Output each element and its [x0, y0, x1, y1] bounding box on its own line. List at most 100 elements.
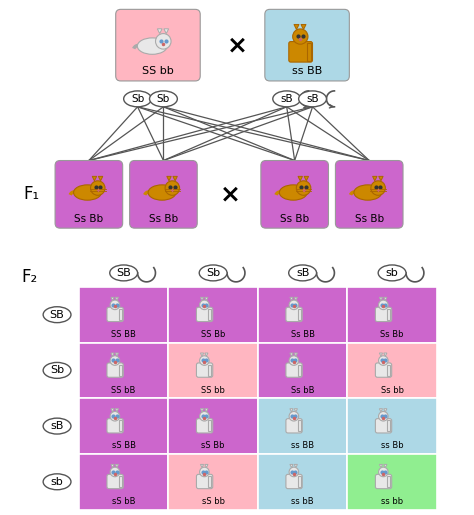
Bar	[79, 287, 168, 342]
Polygon shape	[384, 297, 387, 300]
Ellipse shape	[137, 38, 167, 54]
Ellipse shape	[43, 474, 71, 490]
Text: ×: ×	[219, 182, 240, 207]
Text: Sb: Sb	[131, 94, 144, 104]
Polygon shape	[379, 465, 383, 468]
Ellipse shape	[199, 265, 227, 281]
Bar	[387, 309, 390, 320]
FancyBboxPatch shape	[196, 363, 213, 377]
Text: SB: SB	[50, 310, 64, 320]
Polygon shape	[294, 409, 298, 412]
Polygon shape	[379, 297, 383, 300]
Text: sS bb: sS bb	[201, 497, 225, 506]
FancyBboxPatch shape	[196, 307, 213, 321]
Circle shape	[379, 300, 388, 310]
Bar	[298, 476, 301, 487]
Ellipse shape	[273, 91, 301, 107]
Bar	[119, 365, 122, 375]
Polygon shape	[115, 297, 118, 300]
Text: Sb: Sb	[50, 365, 64, 375]
Circle shape	[289, 411, 299, 421]
Circle shape	[110, 300, 120, 310]
Text: ss Bb: ss Bb	[381, 441, 403, 451]
Circle shape	[110, 467, 120, 477]
Text: ss bB: ss bB	[292, 497, 314, 506]
Text: Ss bB: Ss bB	[291, 386, 314, 395]
Polygon shape	[205, 297, 208, 300]
Bar	[209, 365, 211, 375]
Bar	[298, 420, 301, 432]
Text: Ss Bb: Ss Bb	[280, 214, 309, 224]
Circle shape	[110, 411, 120, 421]
Polygon shape	[294, 465, 298, 468]
Ellipse shape	[124, 91, 152, 107]
FancyBboxPatch shape	[375, 419, 392, 433]
Circle shape	[292, 29, 308, 44]
Polygon shape	[384, 409, 387, 412]
Polygon shape	[111, 409, 114, 412]
Polygon shape	[111, 297, 114, 300]
Ellipse shape	[289, 265, 317, 281]
Circle shape	[379, 411, 388, 421]
Ellipse shape	[299, 91, 327, 107]
FancyBboxPatch shape	[107, 474, 123, 489]
Text: SS bb: SS bb	[142, 66, 174, 76]
Ellipse shape	[148, 185, 176, 200]
Text: Ss BB: Ss BB	[291, 330, 315, 339]
Circle shape	[289, 300, 299, 310]
Circle shape	[379, 356, 388, 365]
FancyBboxPatch shape	[375, 474, 392, 489]
Polygon shape	[98, 176, 103, 181]
Circle shape	[165, 181, 180, 195]
Polygon shape	[304, 176, 309, 181]
Ellipse shape	[73, 185, 101, 200]
Polygon shape	[379, 409, 383, 412]
FancyBboxPatch shape	[196, 474, 213, 489]
Bar	[79, 342, 168, 398]
Ellipse shape	[43, 307, 71, 322]
Bar	[298, 309, 301, 320]
Ellipse shape	[110, 265, 137, 281]
Text: F₂: F₂	[21, 268, 37, 286]
Polygon shape	[115, 465, 118, 468]
Text: SS Bb: SS Bb	[201, 330, 225, 339]
Text: ss BB: ss BB	[291, 441, 314, 451]
FancyBboxPatch shape	[261, 161, 328, 228]
Polygon shape	[205, 353, 208, 356]
Bar	[168, 287, 258, 342]
Polygon shape	[173, 176, 177, 181]
Text: sS Bb: sS Bb	[201, 441, 225, 451]
Text: ss bb: ss bb	[381, 497, 403, 506]
Polygon shape	[373, 176, 377, 181]
Polygon shape	[201, 465, 204, 468]
Text: F₁: F₁	[23, 185, 39, 203]
FancyBboxPatch shape	[107, 363, 123, 377]
Circle shape	[200, 467, 209, 477]
Text: Ss bb: Ss bb	[381, 386, 403, 395]
Polygon shape	[379, 353, 383, 356]
Text: sB: sB	[296, 268, 310, 278]
Bar	[119, 309, 122, 320]
Text: Ss Bb: Ss Bb	[74, 214, 103, 224]
Bar	[298, 365, 301, 375]
Polygon shape	[379, 176, 383, 181]
FancyBboxPatch shape	[336, 161, 403, 228]
Bar	[209, 476, 211, 487]
Ellipse shape	[43, 418, 71, 434]
FancyBboxPatch shape	[129, 161, 197, 228]
Polygon shape	[290, 465, 293, 468]
Text: SS BB: SS BB	[111, 330, 136, 339]
Polygon shape	[164, 29, 169, 33]
Circle shape	[296, 181, 311, 195]
Polygon shape	[201, 409, 204, 412]
Circle shape	[155, 33, 171, 49]
Bar	[307, 43, 311, 61]
Bar	[258, 342, 347, 398]
Text: Ss Bb: Ss Bb	[355, 214, 384, 224]
Polygon shape	[290, 409, 293, 412]
Text: SB: SB	[116, 268, 131, 278]
Polygon shape	[201, 297, 204, 300]
Polygon shape	[384, 465, 387, 468]
Polygon shape	[157, 29, 162, 33]
Bar	[209, 309, 211, 320]
